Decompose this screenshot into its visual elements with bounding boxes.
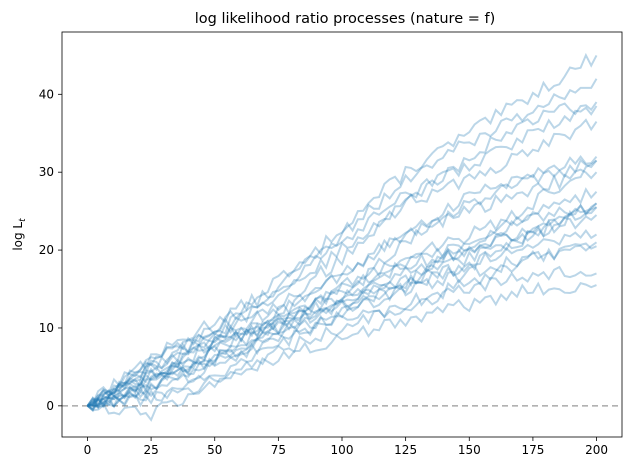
series-line-20 <box>87 159 598 408</box>
x-tick-label-100: 100 <box>331 443 354 457</box>
series-line-1 <box>87 52 598 407</box>
series-line-17 <box>87 242 597 407</box>
x-tick-label-75: 75 <box>271 443 286 457</box>
y-axis-label: log Lt <box>11 218 28 251</box>
x-tick-label-125: 125 <box>394 443 417 457</box>
series-line-19 <box>87 203 597 407</box>
y-tick-label-10: 10 <box>39 321 54 335</box>
series-line-3 <box>87 101 598 409</box>
series-line-5 <box>86 118 598 407</box>
x-tick-label-175: 175 <box>521 443 544 457</box>
series-line-18 <box>87 202 598 408</box>
y-tick-label-20: 20 <box>39 243 54 257</box>
series-line-6 <box>86 155 598 407</box>
plot-area <box>62 52 622 422</box>
series-line-8 <box>86 168 598 407</box>
x-tick-label-150: 150 <box>458 443 481 457</box>
y-axis-label-subscript: t <box>18 218 28 222</box>
x-tick-label-25: 25 <box>143 443 158 457</box>
series-line-15 <box>87 265 597 410</box>
x-tick-label-200: 200 <box>585 443 608 457</box>
series-line-4 <box>87 105 598 407</box>
axis-ticks: 0 25 50 75 100 125 150 175 200 0 10 20 30 40 <box>39 87 608 457</box>
series-line-7 <box>86 158 598 409</box>
x-tick-label-50: 50 <box>207 443 222 457</box>
series-line-9 <box>86 187 598 408</box>
series-line-14 <box>86 241 598 412</box>
series-line-13 <box>86 229 598 413</box>
series-line-11 <box>86 206 598 407</box>
chart-title: log likelihood ratio processes (nature =… <box>195 11 496 27</box>
series-line-16 <box>86 281 597 422</box>
series-line-10 <box>86 202 598 410</box>
x-tick-label-0: 0 <box>84 443 92 457</box>
y-tick-label-0: 0 <box>46 399 54 413</box>
y-axis-label-main: log L <box>11 222 25 251</box>
series-line-2 <box>87 78 598 407</box>
series-line-12 <box>86 214 598 412</box>
y-tick-label-30: 30 <box>39 165 54 179</box>
y-tick-label-40: 40 <box>39 87 54 101</box>
